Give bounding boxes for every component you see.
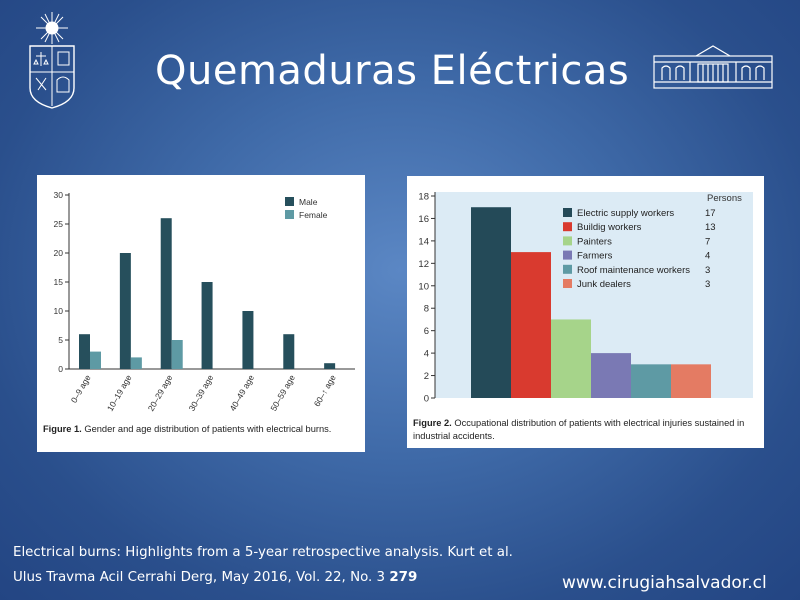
figure-2-panel: 0 2 4 6 8 10 12 14 16 18 Persons Electric supply wo… — [407, 176, 764, 448]
y-tick-label: 12 — [418, 259, 429, 270]
y-tick-label: 6 — [424, 326, 429, 337]
legend-value-5: 3 — [705, 279, 710, 290]
legend-label-1: Buildig workers — [577, 222, 642, 233]
y-tick-label: 5 — [58, 335, 63, 345]
bar-male-3 — [201, 282, 213, 369]
x-tick-label: 60–↑ age — [312, 373, 338, 409]
bar-male-4 — [242, 311, 254, 369]
y-tick-label: 0 — [424, 394, 429, 405]
bar-5 — [671, 364, 711, 398]
legend-label-2: Painters — [577, 236, 612, 247]
legend-label-5: Junk dealers — [577, 279, 631, 290]
legend-value-2: 7 — [705, 236, 710, 247]
citation-line-1: Electrical burns: Highlights from a 5-ye… — [13, 545, 513, 560]
university-crest-icon — [24, 10, 80, 110]
figure-2-caption-label: Figure 2. — [413, 418, 452, 428]
x-tick-label: 40–49 age — [227, 373, 256, 413]
legend-value-0: 17 — [705, 208, 716, 219]
figure-1-caption: Figure 1. Gender and age distribution of… — [43, 423, 361, 436]
legend-label-0: Electric supply workers — [577, 208, 674, 219]
bar-female-2 — [171, 340, 183, 369]
figure-1-caption-label: Figure 1. — [43, 424, 82, 434]
building-facade-icon — [652, 42, 774, 92]
legend-value-3: 4 — [705, 251, 710, 262]
bar-female-0 — [90, 351, 101, 369]
bar-0 — [471, 207, 511, 398]
x-tick-label: 20–29 age — [146, 373, 175, 413]
bar-male-5 — [283, 334, 295, 369]
figure-1-chart: 0 5 10 15 20 25 30 0–9 age 10–19 age 20–29 age 30–… — [54, 190, 355, 413]
citation-line-2: Ulus Travma Acil Cerrahi Derg, May 2016,… — [13, 570, 417, 585]
y-tick-label: 15 — [54, 277, 64, 287]
y-tick-label: 18 — [418, 192, 429, 203]
figure-2-caption-text: Occupational distribution of patients wi… — [413, 418, 745, 441]
y-tick-label: 8 — [424, 304, 429, 315]
legend-swatch-male — [285, 197, 294, 206]
bar-male-2 — [160, 218, 172, 369]
legend-swatch-3 — [563, 250, 572, 260]
figure-2-caption: Figure 2. Occupational distribution of p… — [413, 417, 759, 442]
y-tick-label: 20 — [54, 248, 64, 258]
y-tick-label: 16 — [418, 214, 429, 225]
figure-2-chart: 0 2 4 6 8 10 12 14 16 18 Persons Electric supply wo… — [418, 192, 753, 405]
legend-label-female: Female — [299, 210, 328, 220]
legend-value-4: 3 — [705, 265, 710, 276]
bar-male-6 — [324, 363, 336, 369]
y-tick-label: 2 — [424, 371, 429, 382]
legend-header: Persons — [707, 193, 742, 204]
citation-page: 279 — [389, 570, 418, 585]
legend-swatch-5 — [563, 279, 572, 288]
y-tick-label: 10 — [418, 281, 429, 292]
bar-2 — [551, 319, 591, 398]
legend-label-4: Roof maintenance workers — [577, 265, 690, 276]
legend-label-male: Male — [299, 197, 318, 207]
y-tick-label: 25 — [54, 219, 64, 229]
y-tick-label: 14 — [418, 236, 429, 247]
y-tick-label: 4 — [424, 349, 429, 360]
legend-swatch-0 — [563, 208, 572, 217]
bar-4 — [631, 364, 671, 398]
x-tick-label: 50–59 age — [268, 373, 297, 413]
legend-value-1: 13 — [705, 222, 716, 233]
bar-male-0 — [79, 334, 90, 369]
x-tick-label: 0–9 age — [69, 373, 93, 405]
bar-3 — [591, 353, 631, 398]
y-tick-label: 10 — [54, 306, 64, 316]
legend-swatch-4 — [563, 264, 572, 274]
legend-swatch-1 — [563, 222, 572, 232]
legend-swatch-2 — [563, 236, 572, 246]
x-tick-label: 30–39 age — [187, 373, 216, 413]
legend-label-3: Farmers — [577, 251, 613, 262]
bar-female-1 — [130, 357, 142, 369]
y-tick-label: 0 — [58, 364, 63, 374]
bar-male-1 — [119, 253, 131, 369]
bar-1 — [511, 252, 551, 398]
legend-swatch-female — [285, 210, 294, 219]
figure-1-caption-text: Gender and age distribution of patients … — [84, 424, 332, 434]
x-tick-label: 10–19 age — [105, 373, 134, 413]
y-tick-label: 30 — [54, 190, 64, 200]
citation-journal: Ulus Travma Acil Cerrahi Derg, May 2016,… — [13, 570, 386, 585]
figure-1-panel: 0 5 10 15 20 25 30 0–9 age 10–19 age 20–29 age 30–… — [37, 175, 365, 452]
slide-title: Quemaduras Eléctricas — [155, 48, 630, 94]
website-url: www.cirugiahsalvador.cl — [562, 573, 767, 593]
